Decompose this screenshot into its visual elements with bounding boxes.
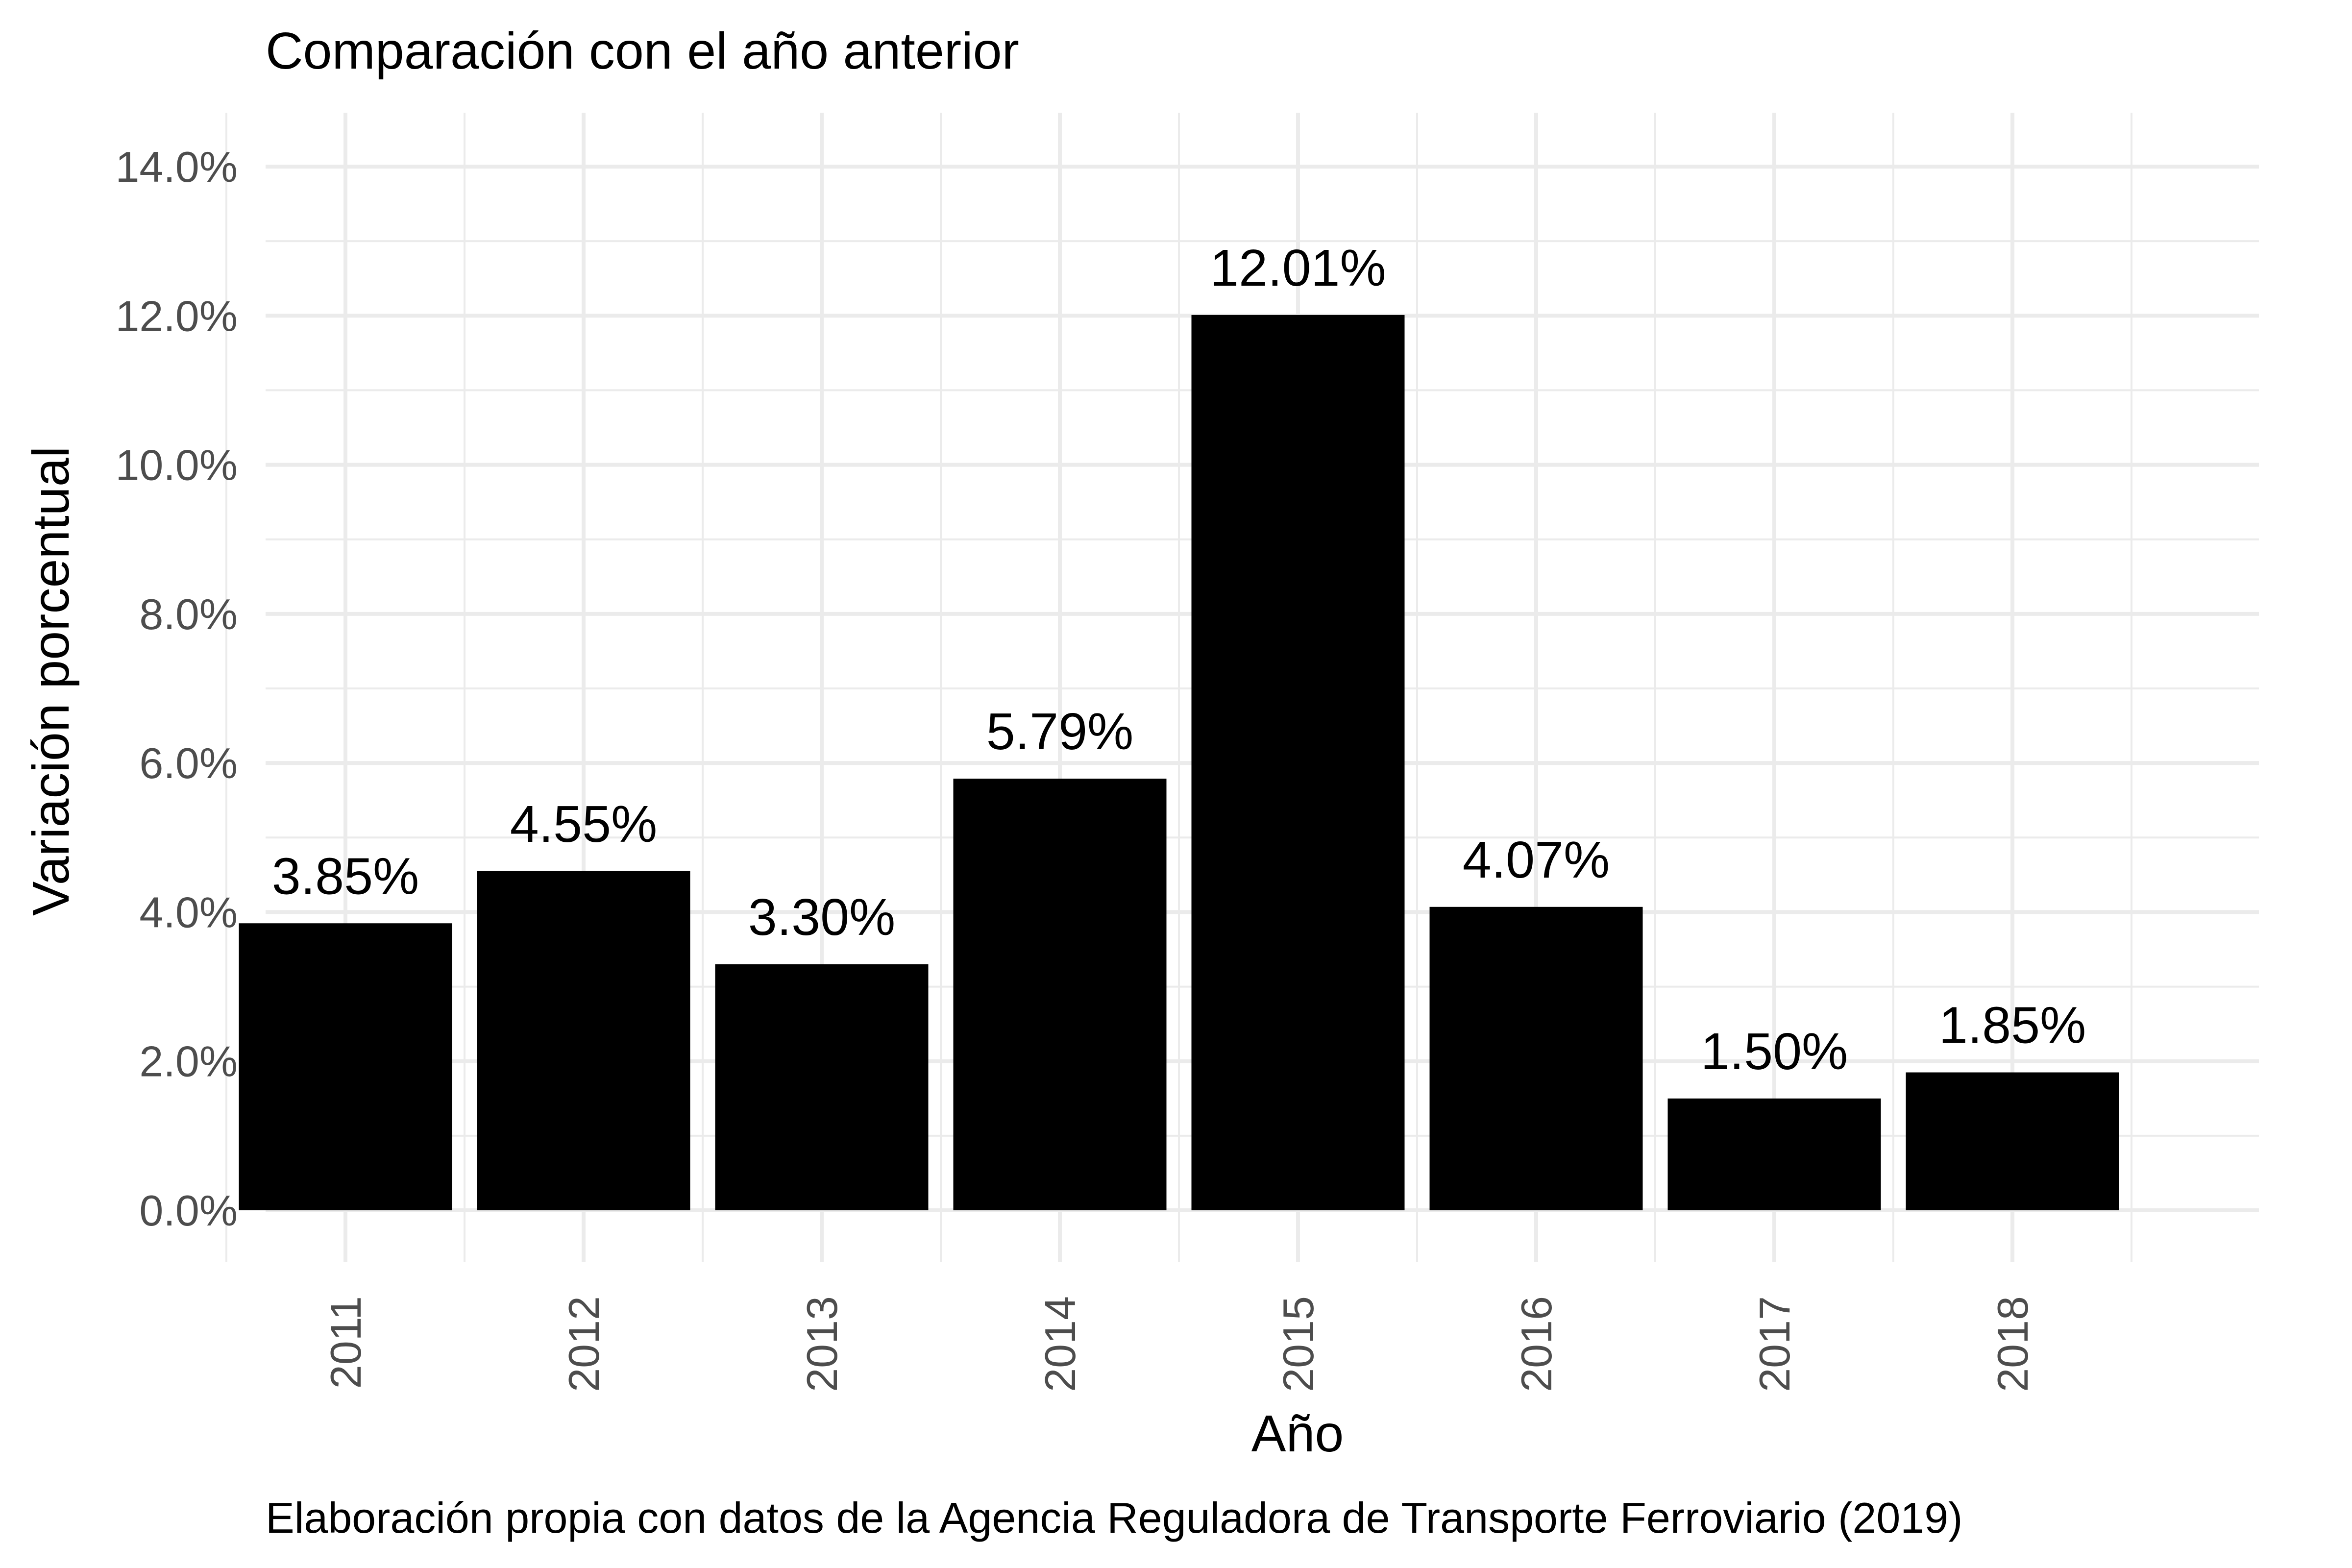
x-tick-label: 2012 — [560, 1296, 608, 1392]
data-label-2017: 1.50% — [1701, 1023, 1848, 1080]
y-tick-label: 10.0% — [115, 441, 238, 490]
y-tick-label: 6.0% — [139, 739, 238, 787]
bar-2018 — [1906, 1072, 2119, 1210]
bars — [239, 315, 2119, 1210]
data-label-2015: 12.01% — [1210, 239, 1386, 297]
bar-2015 — [1191, 315, 1405, 1210]
y-axis-ticks: 0.0% 2.0% 4.0% 6.0% 8.0% 10.0% 12.0% 14.0% — [115, 143, 238, 1235]
bar-2013 — [715, 964, 929, 1210]
y-tick-label: 0.0% — [139, 1186, 238, 1235]
data-label-2012: 4.55% — [510, 795, 658, 853]
data-label-2011: 3.85% — [272, 847, 419, 905]
data-label-2018: 1.85% — [1939, 997, 2086, 1054]
x-tick-label: 2013 — [798, 1296, 846, 1392]
x-tick-label: 2014 — [1036, 1296, 1084, 1392]
x-axis-ticks: 2011 2012 2013 2014 2015 2016 2017 2018 — [321, 1296, 2037, 1392]
bar-2016 — [1429, 906, 1643, 1210]
y-tick-label: 8.0% — [139, 590, 238, 638]
x-tick-label: 2017 — [1750, 1296, 1799, 1392]
bar-2011 — [239, 923, 452, 1210]
chart-caption: Elaboración propia con datos de la Agenc… — [266, 1494, 1962, 1542]
x-tick-label: 2016 — [1512, 1296, 1561, 1392]
data-label-2013: 3.30% — [748, 888, 896, 946]
x-tick-label: 2018 — [1988, 1296, 2037, 1392]
y-tick-label: 14.0% — [115, 143, 238, 191]
x-tick-label: 2015 — [1274, 1296, 1323, 1392]
data-labels: 3.85% 4.55% 3.30% 5.79% 12.01% 4.07% 1.50% 1.85… — [272, 239, 2086, 1080]
bar-2014 — [953, 779, 1167, 1210]
y-tick-label: 4.0% — [139, 888, 238, 936]
y-axis-title: Variación porcentual — [22, 446, 80, 916]
bar-2012 — [477, 871, 690, 1210]
bar-2017 — [1667, 1098, 1881, 1210]
x-tick-label: 2011 — [321, 1296, 370, 1389]
chart-title: Comparación con el año anterior — [266, 22, 1019, 80]
data-label-2016: 4.07% — [1463, 831, 1610, 889]
data-label-2014: 5.79% — [986, 703, 1134, 760]
y-tick-label: 12.0% — [115, 292, 238, 340]
y-tick-label: 2.0% — [139, 1037, 238, 1086]
x-axis-title: Año — [1251, 1405, 1344, 1463]
